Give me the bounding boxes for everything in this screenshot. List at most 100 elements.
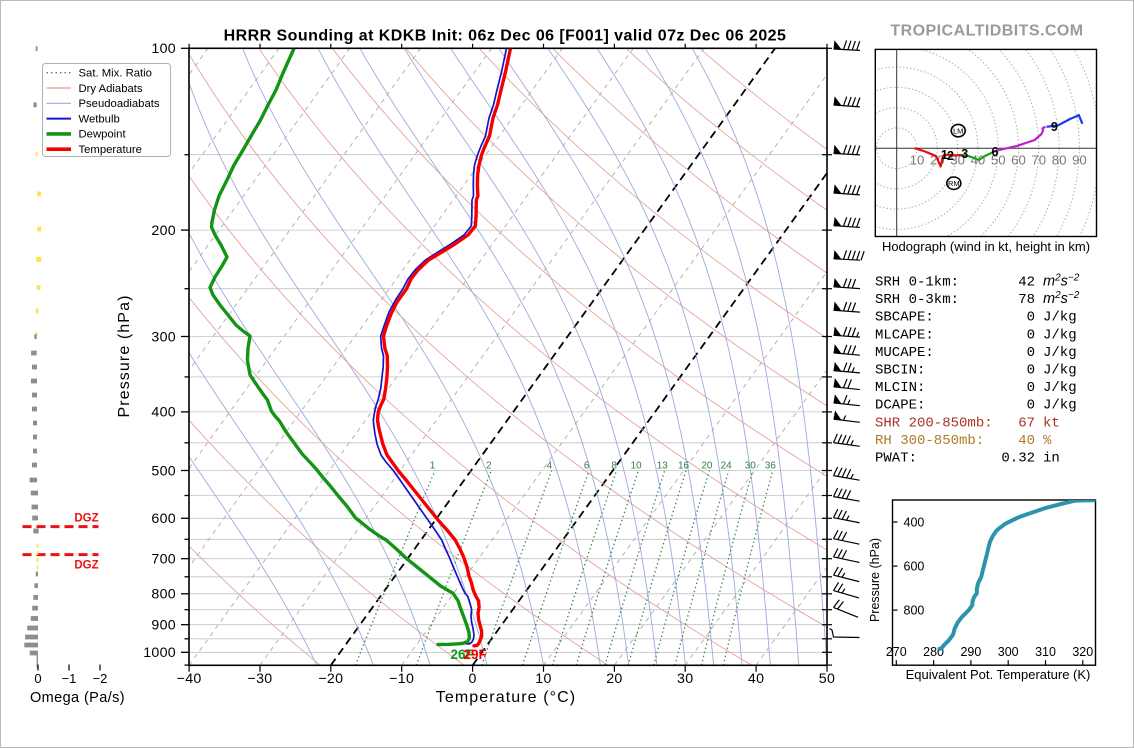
svg-text:700: 700 bbox=[151, 552, 176, 568]
svg-text:−40: −40 bbox=[177, 671, 202, 687]
svg-text:26F: 26F bbox=[451, 647, 474, 662]
svg-text:in: in bbox=[1043, 451, 1060, 467]
svg-text:−30: −30 bbox=[248, 671, 273, 687]
svg-text:RH 300-850mb:: RH 300-850mb: bbox=[875, 433, 984, 449]
svg-text:J/kg: J/kg bbox=[1043, 327, 1077, 343]
svg-text:9: 9 bbox=[1051, 120, 1058, 134]
svg-text:70: 70 bbox=[1031, 153, 1046, 168]
svg-text:50: 50 bbox=[991, 153, 1006, 168]
svg-text:320: 320 bbox=[1072, 645, 1093, 659]
svg-text:290: 290 bbox=[960, 645, 981, 659]
svg-text:29F: 29F bbox=[464, 647, 487, 662]
svg-text:36: 36 bbox=[765, 460, 777, 471]
svg-text:0: 0 bbox=[1027, 310, 1035, 326]
svg-text:16: 16 bbox=[678, 460, 690, 471]
svg-text:SRH 0-3km:: SRH 0-3km: bbox=[875, 292, 959, 308]
svg-text:600: 600 bbox=[151, 511, 176, 527]
svg-text:Dewpoint: Dewpoint bbox=[79, 129, 127, 141]
svg-text:40: 40 bbox=[748, 671, 764, 687]
svg-text:MLCIN:: MLCIN: bbox=[875, 380, 925, 396]
svg-text:J/kg: J/kg bbox=[1043, 363, 1077, 379]
svg-text:1: 1 bbox=[430, 460, 436, 471]
svg-text:TROPICALTIDBITS.COM: TROPICALTIDBITS.COM bbox=[890, 23, 1083, 40]
svg-text:−20: −20 bbox=[318, 671, 343, 687]
svg-text:50: 50 bbox=[819, 671, 835, 687]
svg-text:10: 10 bbox=[910, 153, 925, 168]
svg-text:6: 6 bbox=[992, 145, 999, 159]
svg-text:67: 67 bbox=[1018, 415, 1035, 431]
svg-text:J/kg: J/kg bbox=[1043, 345, 1077, 361]
svg-text:Pressure (hPa): Pressure (hPa) bbox=[868, 538, 882, 622]
svg-text:DGZ: DGZ bbox=[74, 560, 98, 572]
svg-text:24: 24 bbox=[721, 460, 733, 471]
svg-text:20: 20 bbox=[701, 460, 713, 471]
svg-text:500: 500 bbox=[151, 463, 176, 479]
svg-text:LM: LM bbox=[953, 126, 963, 135]
svg-text:Omega (Pa/s): Omega (Pa/s) bbox=[30, 690, 125, 706]
svg-text:−10: −10 bbox=[389, 671, 414, 687]
svg-text:400: 400 bbox=[904, 516, 925, 530]
svg-text:kt: kt bbox=[1043, 415, 1060, 431]
svg-text:2: 2 bbox=[486, 460, 492, 471]
svg-text:SBCAPE:: SBCAPE: bbox=[875, 310, 934, 326]
svg-text:0: 0 bbox=[1027, 398, 1035, 414]
svg-text:Dry Adiabats: Dry Adiabats bbox=[79, 83, 143, 95]
svg-text:RM: RM bbox=[948, 179, 960, 188]
svg-text:SHR 200-850mb:: SHR 200-850mb: bbox=[875, 415, 993, 431]
svg-text:400: 400 bbox=[151, 405, 176, 421]
svg-text:SBCIN:: SBCIN: bbox=[875, 363, 925, 379]
svg-text:800: 800 bbox=[904, 604, 925, 618]
svg-text:0: 0 bbox=[468, 671, 476, 687]
svg-text:MUCAPE:: MUCAPE: bbox=[875, 345, 934, 361]
svg-text:300: 300 bbox=[151, 329, 176, 345]
svg-text:2: 2 bbox=[947, 149, 954, 163]
svg-text:−2: −2 bbox=[93, 671, 108, 686]
svg-text:0.32: 0.32 bbox=[1001, 451, 1035, 467]
svg-text:10: 10 bbox=[630, 460, 642, 471]
svg-text:800: 800 bbox=[151, 587, 176, 603]
svg-text:0: 0 bbox=[1027, 345, 1035, 361]
svg-text:3: 3 bbox=[961, 147, 968, 161]
svg-text:J/kg: J/kg bbox=[1043, 310, 1077, 326]
svg-text:0: 0 bbox=[1027, 327, 1035, 343]
svg-text:1000: 1000 bbox=[143, 645, 176, 661]
svg-text:13: 13 bbox=[657, 460, 669, 471]
svg-text:310: 310 bbox=[1035, 645, 1056, 659]
svg-text:Equivalent Pot. Temperature (K: Equivalent Pot. Temperature (K) bbox=[906, 667, 1091, 682]
svg-text:1: 1 bbox=[941, 148, 948, 162]
svg-text:Hodograph (wind in kt, height: Hodograph (wind in kt, height in km) bbox=[882, 239, 1090, 254]
svg-text:J/kg: J/kg bbox=[1043, 380, 1077, 396]
svg-text:40: 40 bbox=[1018, 433, 1035, 449]
svg-text:80: 80 bbox=[1052, 153, 1067, 168]
svg-text:8: 8 bbox=[611, 460, 617, 471]
svg-text:270: 270 bbox=[886, 645, 907, 659]
svg-text:30: 30 bbox=[677, 671, 693, 687]
svg-text:900: 900 bbox=[151, 618, 176, 634]
svg-text:4: 4 bbox=[547, 460, 553, 471]
svg-text:DGZ: DGZ bbox=[74, 513, 98, 525]
svg-text:Temperature (°C): Temperature (°C) bbox=[436, 689, 576, 706]
svg-text:78: 78 bbox=[1018, 292, 1035, 308]
svg-text:J/kg: J/kg bbox=[1043, 398, 1077, 414]
svg-text:PWAT:: PWAT: bbox=[875, 451, 917, 467]
svg-text:HRRR Sounding at KDKB Init: 06: HRRR Sounding at KDKB Init: 06z Dec 06 [… bbox=[224, 28, 787, 45]
svg-text:Wetbulb: Wetbulb bbox=[79, 113, 120, 125]
svg-text:MLCAPE:: MLCAPE: bbox=[875, 327, 934, 343]
svg-text:6: 6 bbox=[584, 460, 590, 471]
svg-text:10: 10 bbox=[535, 671, 551, 687]
svg-text:90: 90 bbox=[1072, 153, 1087, 168]
svg-text:SRH 0-1km:: SRH 0-1km: bbox=[875, 275, 959, 291]
svg-text:%: % bbox=[1043, 433, 1052, 449]
svg-text:200: 200 bbox=[151, 223, 176, 239]
svg-text:0: 0 bbox=[1027, 363, 1035, 379]
svg-text:42: 42 bbox=[1018, 275, 1035, 291]
svg-text:20: 20 bbox=[606, 671, 622, 687]
svg-text:Temperature: Temperature bbox=[79, 144, 142, 156]
svg-text:Pseudoadiabats: Pseudoadiabats bbox=[79, 98, 160, 110]
svg-text:0: 0 bbox=[34, 671, 41, 686]
svg-text:DCAPE:: DCAPE: bbox=[875, 398, 925, 414]
svg-text:30: 30 bbox=[745, 460, 757, 471]
svg-text:100: 100 bbox=[151, 41, 176, 57]
svg-text:Pressure (hPa): Pressure (hPa) bbox=[116, 295, 133, 418]
svg-text:−1: −1 bbox=[62, 671, 77, 686]
